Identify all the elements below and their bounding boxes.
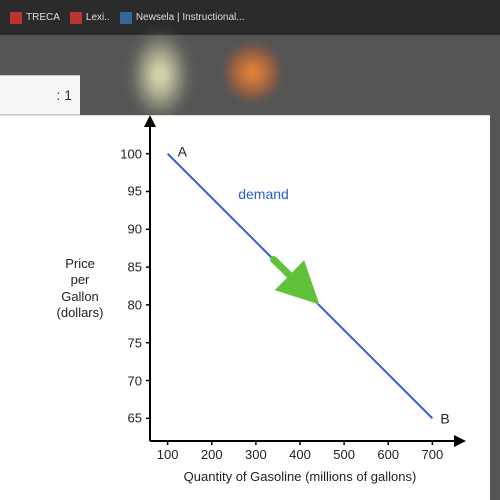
y-tick-label: 100 [120, 146, 142, 161]
y-tick-label: 85 [128, 260, 142, 275]
bookmark-2[interactable]: Lexi.. [70, 12, 110, 24]
y-tick-label: 65 [128, 411, 142, 426]
y-tick-label: 90 [128, 222, 142, 237]
x-tick-label: 300 [245, 447, 267, 462]
svg-text:A: A [178, 144, 188, 160]
x-tick-label: 200 [201, 447, 223, 462]
y-tick-label: 75 [128, 335, 142, 350]
chart-area: Price per Gallon (dollars) A Bdemand Quan… [50, 126, 480, 490]
x-tick-label: 700 [421, 447, 443, 462]
svg-text:demand: demand [238, 186, 289, 202]
question-header: : 1 [0, 75, 80, 115]
bookmark-icon [120, 12, 132, 24]
bookmark-3[interactable]: Newsela | Instructional... [120, 12, 245, 24]
y-tick-label: 95 [128, 184, 142, 199]
chart-svg: A Bdemand [150, 131, 450, 441]
y-tick-label: 80 [128, 297, 142, 312]
bookmark-icon [70, 12, 82, 24]
browser-tab-bar: TRECA Lexi.. Newsela | Instructional... [0, 0, 500, 35]
glare [130, 30, 190, 120]
plot-region: ABdemand Quantity of Gasoline (millions … [150, 131, 450, 441]
x-axis-label: Quantity of Gasoline (millions of gallon… [184, 469, 417, 484]
svg-text:B: B [440, 410, 449, 426]
bookmark-label: Lexi.. [86, 12, 110, 23]
bookmark-icon [10, 12, 22, 24]
bookmark-1[interactable]: TRECA [10, 12, 60, 24]
glare [225, 45, 280, 100]
x-tick-label: 600 [377, 447, 399, 462]
x-tick-label: 100 [157, 447, 179, 462]
x-tick-label: 500 [333, 447, 355, 462]
y-tick-label: 70 [128, 373, 142, 388]
bookmark-label: TRECA [26, 12, 60, 23]
y-axis-label: Price per Gallon (dollars) [50, 256, 110, 321]
x-tick-label: 400 [289, 447, 311, 462]
bookmark-label: Newsela | Instructional... [136, 12, 245, 23]
chart-panel: Price per Gallon (dollars) A Bdemand Quan… [0, 115, 490, 500]
question-number: : 1 [56, 87, 72, 103]
